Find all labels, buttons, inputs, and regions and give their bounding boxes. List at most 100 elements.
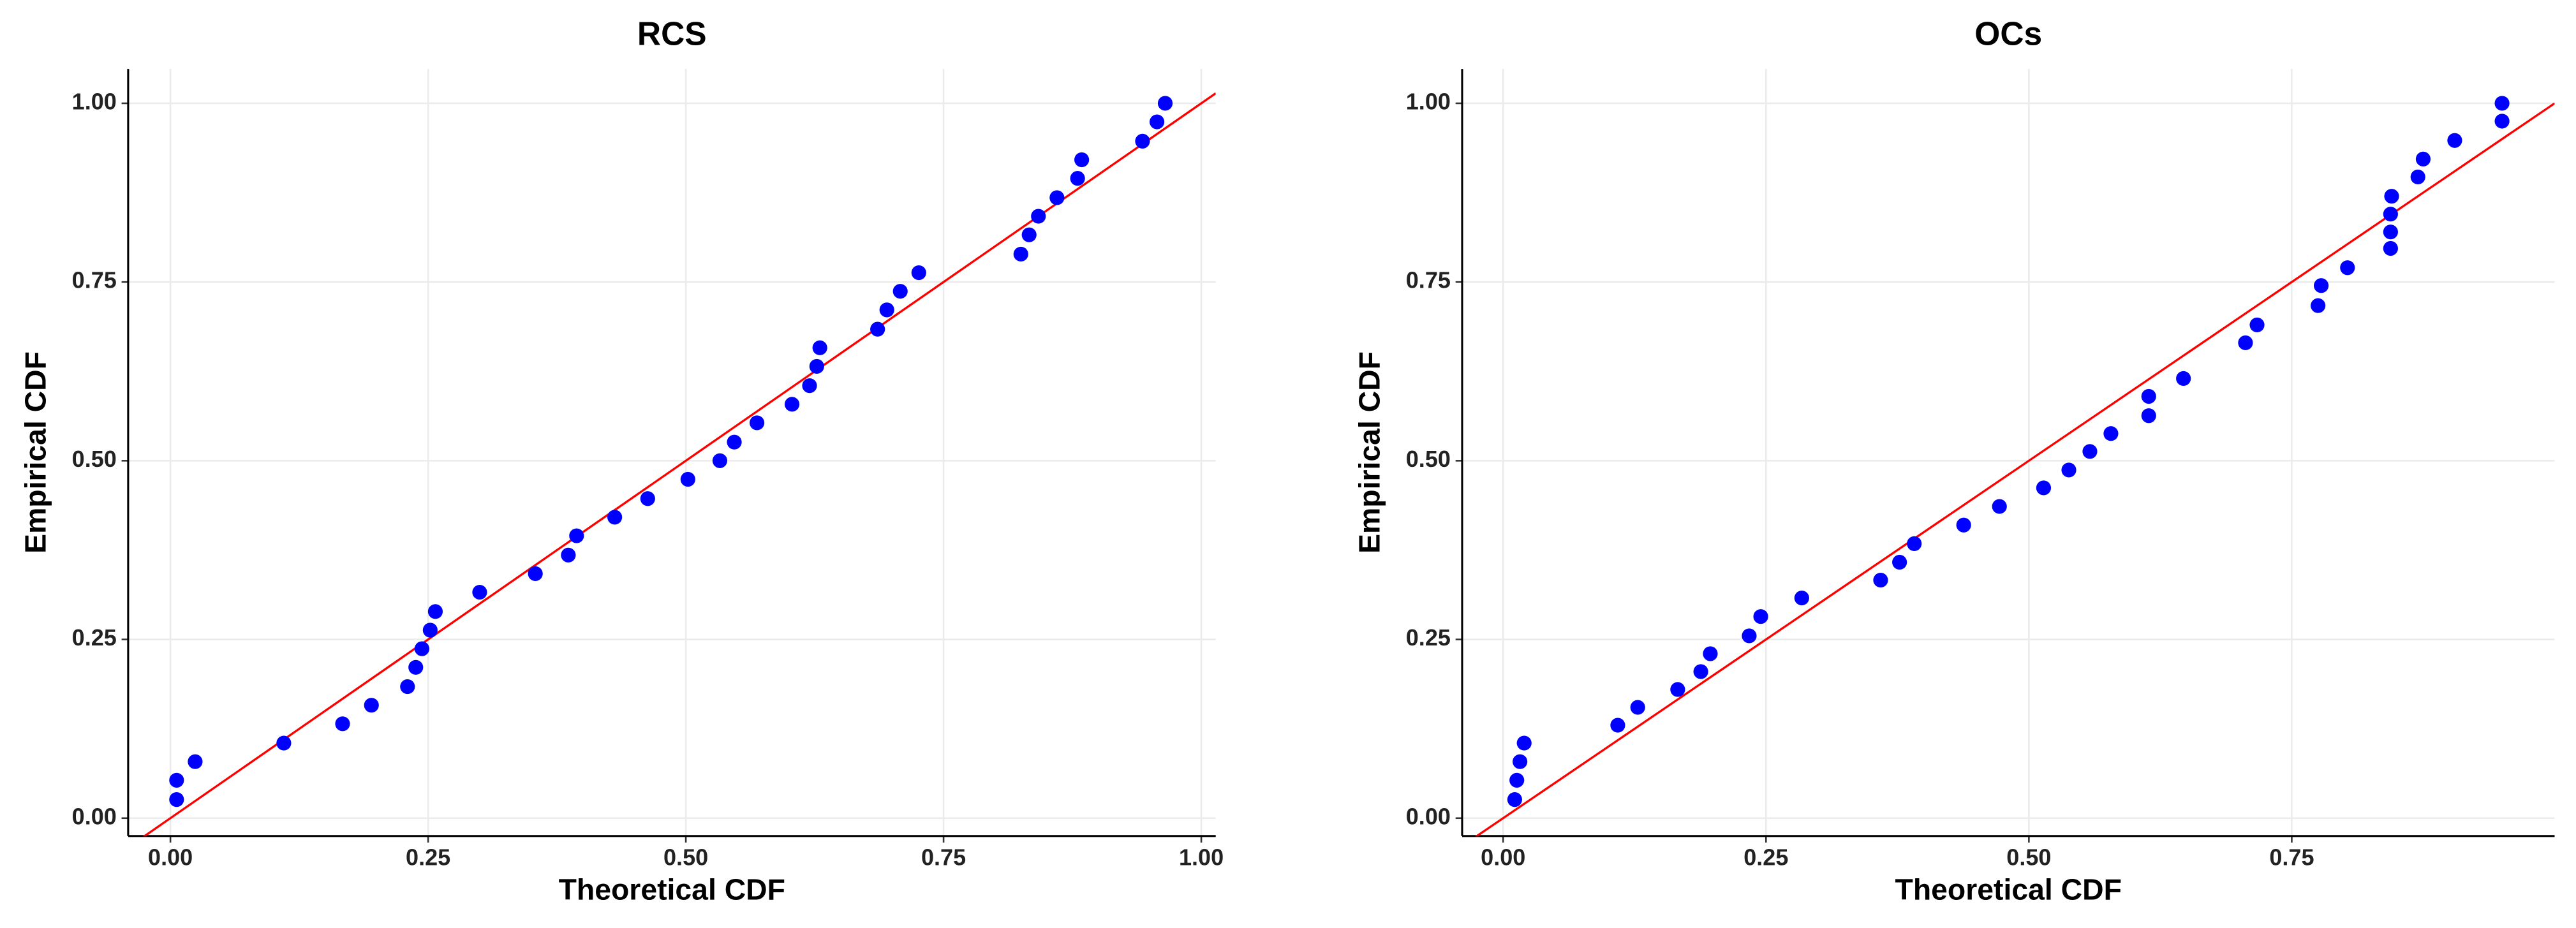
point [169, 772, 184, 788]
point [1516, 735, 1532, 751]
y-tick-label: 0.75 [72, 267, 117, 293]
y-tick-label: 1.00 [1406, 88, 1451, 114]
point [1703, 646, 1718, 661]
point [892, 284, 908, 299]
x-axis-title: Theoretical CDF [559, 873, 785, 906]
x-tick-label: 0.75 [2269, 844, 2314, 870]
point [408, 659, 424, 675]
y-axis-title: Empirical CDF [1353, 351, 1386, 554]
point [812, 340, 827, 355]
point [640, 491, 655, 506]
point [911, 265, 926, 281]
point [1794, 590, 1809, 606]
point [1630, 700, 1645, 715]
point [1031, 209, 1046, 224]
point [2141, 408, 2156, 423]
point [2415, 151, 2431, 166]
point [2176, 371, 2191, 387]
x-tick-label: 0.25 [1743, 844, 1788, 870]
y-tick-label: 0.50 [72, 446, 117, 472]
y-tick-label: 1.00 [72, 88, 117, 114]
point [802, 378, 817, 394]
point [2061, 462, 2076, 478]
panel: 0.00 0.25 0.50 0.75 0.00 0.25 0.50 0.75 1.00 OCs T… [1353, 15, 2555, 906]
point [712, 453, 728, 468]
point [680, 471, 695, 487]
point [2141, 388, 2156, 404]
point [276, 735, 292, 751]
x-tick-label: 0.75 [921, 844, 966, 870]
y-tick-label: 0.00 [1406, 803, 1451, 829]
x-tick-label: 0.00 [148, 844, 193, 870]
point [400, 679, 415, 695]
point [2082, 444, 2098, 459]
x-tick-label: 0.50 [2006, 844, 2051, 870]
point [2494, 114, 2510, 129]
y-tick-label: 0.25 [1406, 624, 1451, 651]
x-tick-label: 0.50 [663, 844, 708, 870]
point [1013, 246, 1028, 262]
point [2249, 317, 2265, 332]
identity-line [142, 92, 1216, 836]
point [414, 641, 430, 656]
point [2313, 278, 2329, 293]
y-tick-label: 0.50 [1406, 446, 1451, 472]
point [727, 434, 742, 450]
point [427, 604, 443, 619]
panel: 0.00 0.25 0.50 0.75 1.00 0.00 0.25 0.50 0.75 1.00… [19, 15, 1224, 906]
point [2238, 335, 2253, 351]
point [2384, 189, 2399, 204]
point [1610, 718, 1625, 733]
point [1070, 171, 1085, 186]
point [1907, 536, 1922, 551]
identity-line [1475, 102, 2555, 836]
point [870, 321, 885, 337]
point [169, 792, 184, 807]
y-axis-title: Empirical CDF [19, 351, 52, 554]
point [2383, 225, 2398, 240]
point [2036, 480, 2052, 496]
point [1135, 133, 1150, 149]
x-tick-label: 1.00 [1179, 844, 1224, 870]
point [1149, 114, 1165, 129]
point [879, 302, 894, 318]
point [1074, 152, 1090, 168]
chart-title: RCS [637, 15, 707, 52]
point [1021, 227, 1037, 242]
point [335, 716, 350, 732]
point [1507, 792, 1522, 807]
x-tick-label: 0.25 [406, 844, 450, 870]
point [2494, 96, 2510, 111]
point [2383, 207, 2398, 222]
y-tick-label: 0.25 [72, 624, 117, 651]
point [472, 585, 487, 600]
x-axis-title: Theoretical CDF [1895, 873, 2122, 906]
point [1753, 609, 1768, 624]
point [188, 754, 203, 769]
point [2410, 169, 2425, 184]
point [2447, 133, 2462, 148]
point [1742, 628, 1757, 644]
point [1049, 190, 1065, 205]
point [1670, 682, 1685, 697]
point [2311, 298, 2326, 313]
point [809, 358, 824, 374]
point [2103, 426, 2119, 441]
point [2383, 240, 2398, 256]
y-tick-label: 0.00 [72, 803, 117, 829]
point [1693, 664, 1708, 679]
point [1956, 517, 1971, 533]
point [561, 547, 576, 563]
point [364, 698, 379, 713]
chart-title: OCs [1974, 15, 2042, 52]
point [1873, 572, 1888, 588]
point [750, 415, 765, 431]
point [1992, 499, 2007, 514]
point [422, 622, 438, 638]
point [607, 510, 623, 525]
x-tick-label: 0.00 [1481, 844, 1525, 870]
point [784, 397, 800, 412]
point [569, 528, 584, 543]
y-tick-label: 0.75 [1406, 267, 1451, 293]
